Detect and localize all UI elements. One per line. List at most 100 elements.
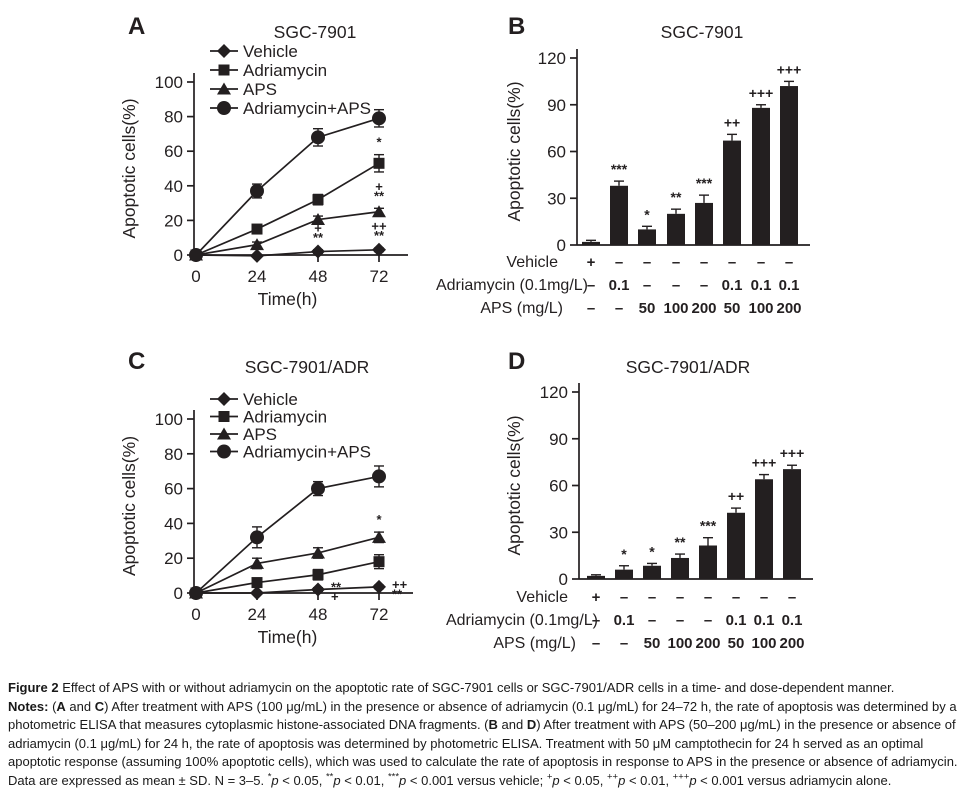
bar-group-2: *** [610, 161, 628, 245]
y-tick-label: 60 [547, 143, 566, 162]
y-tick-label: 120 [540, 383, 568, 402]
series-line-Adriamycin [195, 560, 380, 594]
legend-item-Adriamycin+APS: Adriamycin+APS [210, 443, 371, 462]
significance-annotation: +++ [752, 455, 777, 471]
bar [615, 569, 633, 579]
significance-annotation: ** [374, 188, 385, 203]
data-point-diamond [311, 582, 325, 597]
dose-value: 100 [748, 300, 773, 317]
dose-value: – [700, 254, 708, 271]
dose-value: – [592, 612, 600, 629]
panel-c-label: C [128, 348, 146, 375]
significance-annotation: * [376, 135, 382, 150]
dose-value: 0.1 [782, 612, 803, 629]
dose-value: – [788, 589, 796, 606]
bar-group-2: * [615, 546, 633, 579]
significance-annotation: ++ [724, 114, 740, 130]
y-tick-label: 0 [557, 236, 566, 255]
panel-d: 0 30 60 90 120 Apoptotic cells(%) SGC-7901/ADR… [446, 340, 963, 675]
chart-title: SGC-7901/ADR [626, 357, 751, 377]
data-point-square [312, 194, 324, 206]
y-axis-title: Apoptotic cells(%) [504, 415, 524, 555]
dose-value: – [728, 254, 736, 271]
dose-value: – [615, 300, 623, 317]
series-line-Adriamycin+APS [195, 475, 380, 594]
x-tick-label: 24 [248, 605, 267, 624]
significance-annotation: + [375, 179, 383, 194]
y-axis-title: Apoptotic cells(%) [119, 98, 139, 238]
y-tick-label: 30 [549, 523, 568, 542]
dose-value: 0.1 [722, 277, 743, 294]
dose-value: – [732, 589, 740, 606]
legend-item-Vehicle: Vehicle [210, 390, 298, 409]
significance-annotation: ** [675, 534, 686, 550]
dose-value: – [615, 254, 623, 271]
dose-value: – [592, 635, 600, 652]
series-Adriamycin [191, 153, 384, 257]
bar-group-1 [587, 574, 605, 579]
legend-item-Adriamycin: Adriamycin [210, 408, 327, 427]
y-tick-label: 0 [174, 246, 183, 265]
significance-annotation: ** [331, 580, 342, 595]
y-tick-label: 40 [164, 514, 183, 533]
data-point-square [373, 556, 385, 568]
data-point-diamond [311, 244, 325, 259]
bar [638, 229, 656, 245]
dose-value: 200 [776, 300, 801, 317]
x-tick-label: 72 [370, 267, 389, 286]
bar [783, 469, 801, 579]
dose-value: – [704, 589, 712, 606]
dose-value: – [676, 612, 684, 629]
data-point-triangle [250, 238, 264, 251]
y-tick-label: 20 [164, 549, 183, 568]
chart-title: SGC-7901/ADR [245, 357, 370, 377]
y-tick-label: 80 [164, 108, 183, 127]
dose-row-label: Adriamycin (0.1mg/L) [446, 612, 598, 629]
legend-marker-square [218, 64, 230, 76]
y-tick-label: 120 [538, 49, 566, 68]
data-point-triangle [311, 213, 325, 226]
series-line-APS [195, 536, 380, 594]
data-point-square [251, 577, 263, 589]
y-tick-label: 60 [164, 142, 183, 161]
x-axis-title: Time(h) [258, 289, 318, 309]
dose-value: 50 [639, 300, 656, 317]
y-tick-label: 80 [164, 445, 183, 464]
data-point-diamond [250, 248, 264, 263]
x-tick-label: 48 [309, 267, 328, 286]
dose-value: – [672, 277, 680, 294]
dose-value: – [704, 612, 712, 629]
data-point-square [251, 223, 263, 235]
legend-marker-triangle [217, 427, 231, 440]
significance-annotation: + [331, 589, 339, 604]
data-point-circle [372, 469, 386, 484]
dose-row-2: Adriamycin (0.1mg/L)– 0.1– – –0.1 0.1 0.1 [446, 612, 802, 629]
dose-value: – [643, 277, 651, 294]
panel-a-chart: 0 20 40 60 80 100 Apoptotic cells(%) SGC-7901 0 2… [108, 5, 468, 340]
y-tick-label: 0 [559, 570, 568, 589]
bar-group-6: ++ [723, 114, 741, 245]
data-point-circle [311, 481, 325, 496]
bar [727, 512, 745, 579]
panel-c-chart: 0 20 40 60 80 100 Apoptotic cells(%) SGC-7901/A… [108, 340, 468, 675]
legend-item-APS: APS [210, 425, 277, 444]
dose-value: – [643, 254, 651, 271]
series-line-APS [195, 210, 380, 256]
data-point-triangle [372, 530, 386, 543]
significance-annotation: ** [671, 189, 682, 205]
significance-annotation: ++ [392, 577, 408, 592]
dose-value: – [648, 589, 656, 606]
significance-annotation: *** [611, 161, 628, 177]
bar-group-5: *** [695, 175, 713, 245]
significance-annotation: * [644, 206, 650, 222]
legend-item-Vehicle: Vehicle [210, 42, 298, 61]
chart-C-svg: 0 20 40 60 80 100 Apoptotic cells(%) SGC-7901/A… [119, 357, 413, 647]
dose-row-3: APS (mg/L) – –50 100 200 50 100 200 [493, 635, 804, 652]
y-tick-label: 30 [547, 189, 566, 208]
significance-annotation: *** [696, 175, 713, 191]
dose-value: – [620, 589, 628, 606]
panel-d-chart: 0 30 60 90 120 Apoptotic cells(%) SGC-7901/ADR… [446, 340, 963, 675]
significance-annotation: +++ [777, 61, 802, 77]
dose-value: – [757, 254, 765, 271]
